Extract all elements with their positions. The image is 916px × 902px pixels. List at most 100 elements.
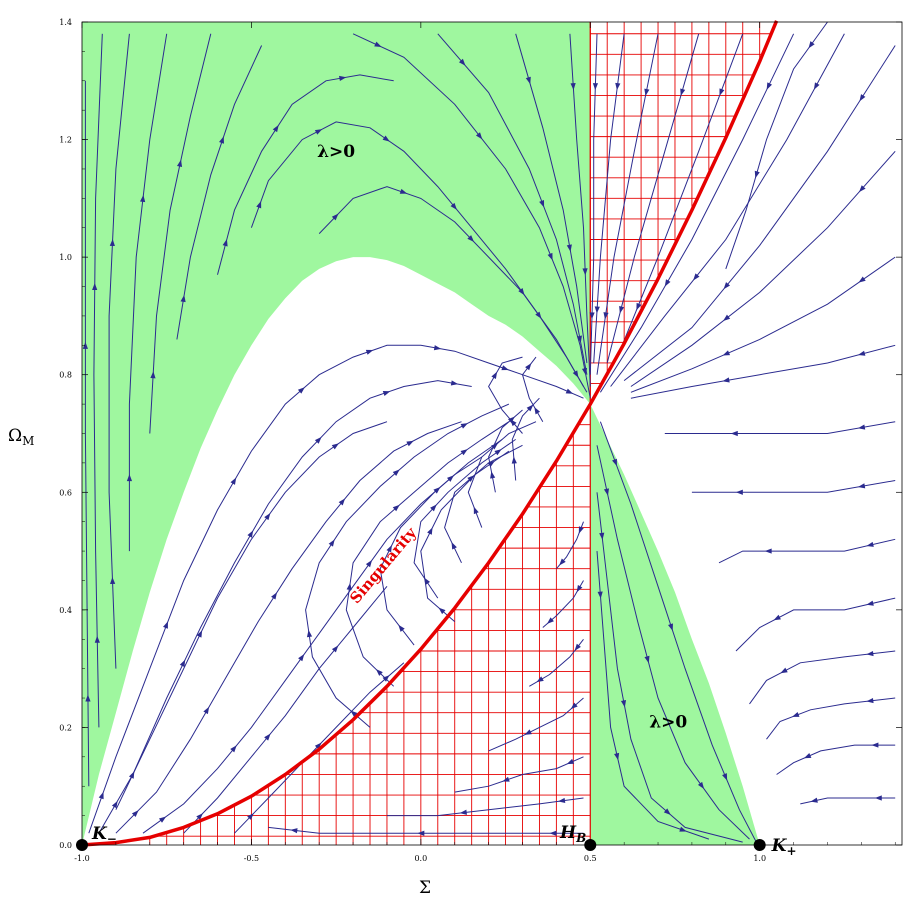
fixed-point-HB [584,839,597,851]
streamline-arrow [264,733,271,741]
streamline-arrow [163,621,168,629]
axis-ticks: -1.0 -0.5 0.0 0.5 1.0 0.0 0.2 0.4 0.6 0.8 1.0 1.2 1.… [59,18,902,863]
streamline-arrow [866,650,874,657]
streamline-arrow [570,702,578,710]
streamline-arrow [111,800,118,809]
streamline-arrow [82,341,88,349]
streamline [115,421,462,834]
streamline-arrow [576,335,582,343]
streamline-arrow [297,387,305,394]
y-tick-label: 1.4 [59,18,72,27]
streamline-arrow [578,526,584,534]
streamline-arrow [773,614,781,621]
streamline-arrow [230,745,237,753]
streamline-arrow [339,75,347,82]
streamline [128,33,168,552]
streamline-arrow [290,828,298,834]
streamline-arrow [754,170,760,179]
streamline-arrow [534,406,541,415]
region-label-lambda-positive-right: λ>0 [649,712,687,732]
streamline-arrow [574,643,581,651]
streamline-arrow [430,504,437,512]
streamline [623,45,896,381]
streamline-arrow [203,706,210,715]
streamline [488,356,523,434]
streamline-arrow [730,430,738,437]
streamline-arrow [871,742,879,748]
streamline-arrow [501,365,509,371]
x-tick-label: -1.0 [74,854,89,863]
streamline-arrow [328,539,335,547]
streamline-arrow [510,419,517,427]
streamline-arrow [110,576,116,585]
x-tick-label: 0.0 [414,854,427,863]
streamline-arrow [764,548,772,554]
streamline-arrow [94,635,100,643]
streamline-arrow [719,88,725,96]
streamline-arrow [85,694,91,702]
y-axis-label-main: Ω [8,426,22,446]
y-axis-label: ΩM [8,426,34,448]
y-tick-label: 0.8 [59,371,72,380]
y-tick-label: 0.6 [59,488,72,497]
streamline-arrow [524,729,532,735]
streamline [352,33,591,399]
streamline-arrow [859,185,866,193]
streamline-arrow [386,544,392,553]
streamline-arrow [594,306,600,314]
streamline-arrow [546,617,554,624]
streamline-arrow [693,273,700,281]
streamline-arrow [536,676,544,683]
streamline [454,756,584,793]
streamline [467,421,537,528]
streamline-arrow [780,667,788,674]
streamline-arrow [150,371,156,379]
streamline-arrow [196,630,203,638]
streamline-arrow [338,498,346,506]
streamline-arrow [247,530,254,538]
streamline [596,492,743,843]
streamline-arrow [382,675,390,682]
streamline [115,421,388,810]
streamline-arrow [526,404,534,412]
streamline [599,421,757,843]
streamline [413,438,516,599]
streamline-arrow [614,752,620,761]
region-lambda-positive-right [590,404,760,845]
streamline-arrow [582,268,588,276]
streamline [345,421,510,687]
streamline-arrow [663,808,671,815]
streamline [93,33,103,728]
streamline-arrow [566,758,575,765]
streamline-arrow [803,753,812,759]
streamline-arrow [314,129,323,135]
streamline [569,33,591,387]
streamline [735,597,896,652]
streamline-arrow [458,58,466,66]
singularity-layer [81,20,779,847]
streamline [718,538,896,564]
streamline-arrow [433,345,442,351]
streamline-arrow [766,82,773,90]
streamline-arrow [507,416,515,424]
streamline-arrow [874,795,882,801]
streamline [387,797,584,817]
streamline [691,480,896,493]
streamline-arrow [576,584,583,593]
streamline-arrow [723,282,731,290]
streamline [596,33,659,375]
streamline-arrow [346,582,352,591]
streamline-arrow [502,776,510,782]
streamline [515,33,588,364]
streamline-arrow [603,488,610,496]
fixed-point-label-K+: K+ [771,836,797,858]
streamline-arrow [547,252,553,261]
streamline-arrow [491,442,499,450]
streamline [149,33,212,434]
streamline-arrow [399,188,408,194]
y-tick-label: 1.2 [59,136,72,145]
streamline [379,438,503,646]
streamline [749,650,896,705]
streamline-arrow [331,645,339,653]
